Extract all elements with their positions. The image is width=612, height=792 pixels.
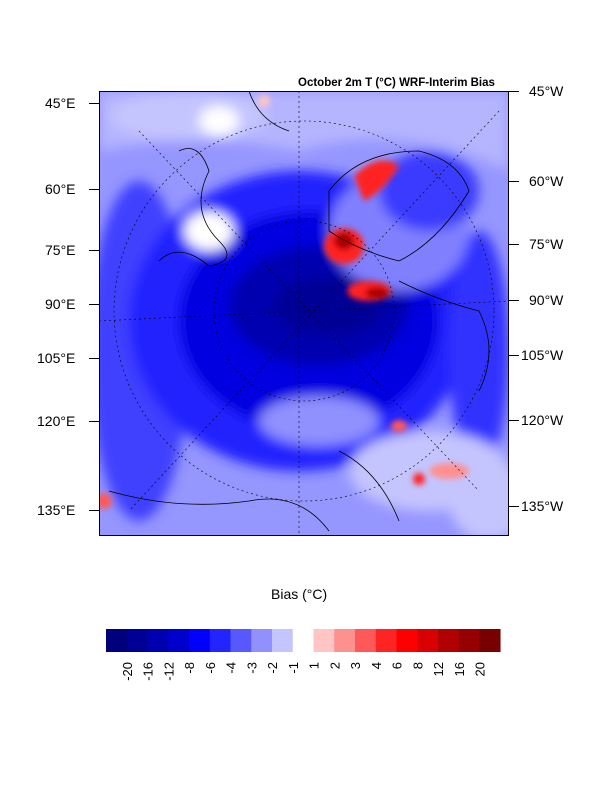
colorbar-tick-label: 3	[348, 662, 363, 669]
colorbar-tick-label: 6	[390, 662, 405, 669]
colorbar-box	[272, 629, 294, 652]
lon-label-left: 105°E	[37, 350, 76, 366]
lon-label-right: 60°W	[529, 173, 564, 189]
colorbar-tick-label: -1	[286, 662, 301, 674]
colorbar-box	[189, 629, 211, 652]
axis-tick	[509, 244, 519, 245]
colorbar-box	[396, 629, 418, 652]
colorbar-tick-label: -4	[224, 662, 239, 674]
lon-label-left: 60°E	[45, 181, 76, 197]
axis-tick	[509, 420, 519, 421]
colorbar-box	[209, 629, 231, 652]
axis-tick	[509, 300, 519, 301]
colorbar-tick-label: 8	[410, 662, 425, 669]
colorbar-box	[417, 629, 439, 652]
colorbar-box	[479, 629, 501, 652]
lon-label-left: 90°E	[45, 296, 76, 312]
lon-label-right: 75°W	[529, 236, 564, 252]
colorbar-tick-label: 2	[327, 662, 342, 669]
lon-label-left: 135°E	[37, 502, 76, 518]
colorbar-box	[458, 629, 480, 652]
colorbar-tick-label: -3	[244, 662, 259, 674]
colorbar-box	[375, 629, 397, 652]
lon-label-right: 90°W	[529, 292, 564, 308]
axis-tick	[89, 189, 99, 190]
coastlines	[108, 91, 490, 532]
colorbar-box	[334, 629, 356, 652]
lon-label-right: 105°W	[521, 347, 564, 363]
warm-bias-regions	[99, 95, 469, 509]
colorbar-box	[168, 629, 190, 652]
colorbar-box	[251, 629, 273, 652]
axis-tick	[89, 421, 99, 422]
colorbar-tick-label: -8	[182, 662, 197, 674]
chart-title: October 2m T (°C) WRF-Interim Bias	[298, 77, 495, 89]
colorbar-box	[313, 629, 335, 652]
lon-label-left: 120°E	[37, 413, 76, 429]
axis-tick	[509, 91, 519, 92]
graticule	[99, 91, 509, 536]
axis-tick	[89, 103, 99, 104]
lon-label-right: 120°W	[521, 412, 564, 428]
colorbar-box	[147, 629, 169, 652]
map-frame	[99, 91, 509, 536]
colorbar-tick-label: 16	[452, 662, 467, 676]
colorbar-box	[438, 629, 460, 652]
lon-label-left: 45°E	[45, 95, 76, 111]
axis-tick	[509, 506, 519, 507]
colorbar-tick-label: -20	[120, 662, 135, 681]
axis-tick	[89, 358, 99, 359]
colorbar-title: Bias (°C)	[271, 586, 328, 602]
colorbar-tick-label: 1	[307, 662, 322, 669]
lon-label-right: 135°W	[521, 498, 564, 514]
lon-label-left: 75°E	[45, 242, 76, 258]
axis-tick	[89, 304, 99, 305]
lon-label-right: 45°W	[529, 83, 564, 99]
colorbar-tick-label: -2	[265, 662, 280, 674]
colorbar-box	[106, 629, 128, 652]
colorbar-tick-label: -6	[203, 662, 218, 674]
colorbar-box	[292, 629, 314, 652]
colorbar-tick-label: 4	[369, 662, 384, 669]
bias-map	[99, 91, 509, 536]
colorbar-tick-label: -12	[161, 662, 176, 681]
colorbar-tick-label: 20	[473, 662, 488, 676]
colorbar-box	[355, 629, 377, 652]
colorbar-tick-label: -16	[141, 662, 156, 681]
axis-tick	[509, 181, 519, 182]
axis-tick	[89, 250, 99, 251]
axis-tick	[509, 355, 519, 356]
colorbar-tick-label: 12	[431, 662, 446, 676]
axis-tick	[89, 510, 99, 511]
colorbar-box	[230, 629, 252, 652]
colorbar-box	[126, 629, 148, 652]
